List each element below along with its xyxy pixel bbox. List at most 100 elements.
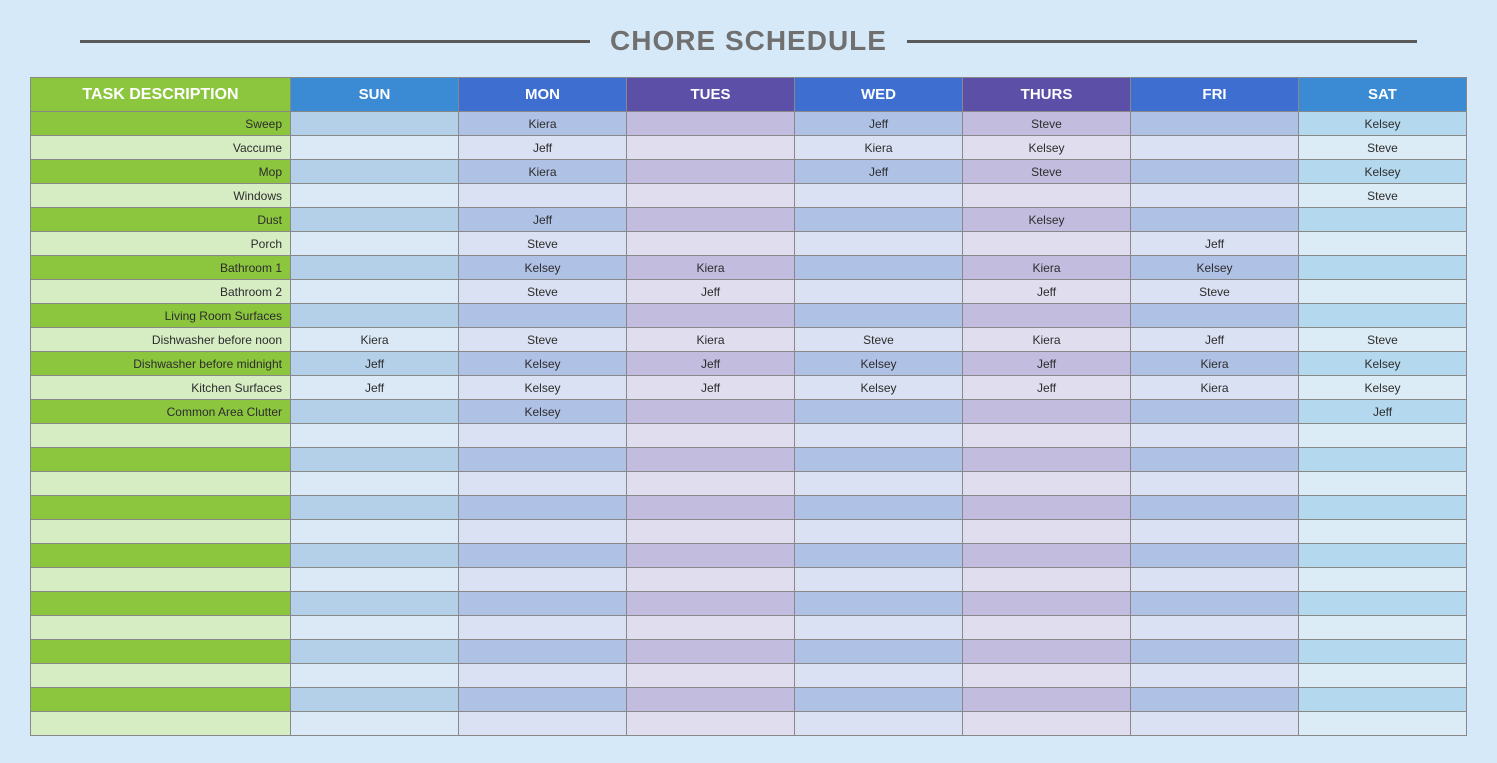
cell-sun[interactable] [291, 208, 459, 232]
cell-mon[interactable] [459, 616, 627, 640]
cell-mon[interactable]: Kiera [459, 112, 627, 136]
task-label-cell[interactable] [31, 520, 291, 544]
cell-mon[interactable] [459, 544, 627, 568]
cell-fri[interactable] [1131, 712, 1299, 736]
cell-thurs[interactable]: Jeff [963, 352, 1131, 376]
cell-tues[interactable] [627, 424, 795, 448]
cell-sun[interactable] [291, 136, 459, 160]
cell-sat[interactable]: Steve [1299, 184, 1467, 208]
cell-fri[interactable] [1131, 448, 1299, 472]
cell-wed[interactable] [795, 208, 963, 232]
cell-sat[interactable]: Kelsey [1299, 112, 1467, 136]
cell-thurs[interactable] [963, 424, 1131, 448]
cell-wed[interactable] [795, 424, 963, 448]
task-label-cell[interactable] [31, 448, 291, 472]
cell-sun[interactable] [291, 568, 459, 592]
cell-thurs[interactable]: Kelsey [963, 136, 1131, 160]
cell-sun[interactable]: Jeff [291, 352, 459, 376]
cell-thurs[interactable] [963, 472, 1131, 496]
cell-mon[interactable]: Kelsey [459, 400, 627, 424]
cell-sat[interactable] [1299, 592, 1467, 616]
cell-fri[interactable]: Jeff [1131, 232, 1299, 256]
cell-tues[interactable] [627, 520, 795, 544]
cell-tues[interactable]: Kiera [627, 256, 795, 280]
task-label-cell[interactable] [31, 688, 291, 712]
cell-thurs[interactable] [963, 712, 1131, 736]
cell-wed[interactable] [795, 544, 963, 568]
task-label-cell[interactable]: Living Room Surfaces [31, 304, 291, 328]
cell-mon[interactable] [459, 304, 627, 328]
task-label-cell[interactable] [31, 616, 291, 640]
cell-sun[interactable]: Jeff [291, 376, 459, 400]
cell-tues[interactable] [627, 304, 795, 328]
cell-wed[interactable]: Kelsey [795, 352, 963, 376]
cell-fri[interactable] [1131, 304, 1299, 328]
cell-mon[interactable] [459, 472, 627, 496]
cell-wed[interactable]: Steve [795, 328, 963, 352]
cell-tues[interactable] [627, 640, 795, 664]
task-label-cell[interactable]: Porch [31, 232, 291, 256]
cell-tues[interactable]: Jeff [627, 352, 795, 376]
cell-mon[interactable] [459, 520, 627, 544]
cell-tues[interactable] [627, 208, 795, 232]
cell-mon[interactable] [459, 496, 627, 520]
cell-sun[interactable] [291, 256, 459, 280]
task-label-cell[interactable] [31, 424, 291, 448]
cell-thurs[interactable] [963, 568, 1131, 592]
cell-sat[interactable] [1299, 688, 1467, 712]
cell-sun[interactable] [291, 520, 459, 544]
cell-tues[interactable] [627, 592, 795, 616]
cell-sat[interactable]: Kelsey [1299, 160, 1467, 184]
cell-thurs[interactable]: Steve [963, 160, 1131, 184]
cell-tues[interactable] [627, 568, 795, 592]
cell-tues[interactable] [627, 544, 795, 568]
cell-fri[interactable] [1131, 400, 1299, 424]
task-label-cell[interactable] [31, 496, 291, 520]
cell-mon[interactable]: Kelsey [459, 352, 627, 376]
cell-tues[interactable] [627, 232, 795, 256]
cell-tues[interactable] [627, 160, 795, 184]
cell-sat[interactable] [1299, 280, 1467, 304]
cell-wed[interactable] [795, 664, 963, 688]
cell-thurs[interactable]: Kiera [963, 256, 1131, 280]
cell-sun[interactable] [291, 640, 459, 664]
cell-thurs[interactable] [963, 592, 1131, 616]
cell-sun[interactable] [291, 472, 459, 496]
cell-sat[interactable] [1299, 496, 1467, 520]
task-label-cell[interactable]: Dust [31, 208, 291, 232]
cell-thurs[interactable] [963, 496, 1131, 520]
cell-tues[interactable] [627, 112, 795, 136]
cell-mon[interactable] [459, 184, 627, 208]
task-label-cell[interactable] [31, 640, 291, 664]
cell-sat[interactable] [1299, 304, 1467, 328]
cell-mon[interactable]: Steve [459, 280, 627, 304]
cell-mon[interactable]: Steve [459, 328, 627, 352]
cell-thurs[interactable] [963, 544, 1131, 568]
task-label-cell[interactable]: Bathroom 1 [31, 256, 291, 280]
cell-sun[interactable] [291, 688, 459, 712]
cell-thurs[interactable] [963, 520, 1131, 544]
task-label-cell[interactable] [31, 712, 291, 736]
cell-fri[interactable] [1131, 160, 1299, 184]
cell-sun[interactable] [291, 160, 459, 184]
cell-tues[interactable] [627, 184, 795, 208]
task-label-cell[interactable] [31, 592, 291, 616]
cell-sat[interactable]: Jeff [1299, 400, 1467, 424]
cell-sat[interactable] [1299, 640, 1467, 664]
cell-sun[interactable] [291, 664, 459, 688]
cell-fri[interactable] [1131, 184, 1299, 208]
cell-tues[interactable]: Jeff [627, 376, 795, 400]
cell-mon[interactable]: Jeff [459, 208, 627, 232]
cell-sat[interactable]: Steve [1299, 328, 1467, 352]
cell-sun[interactable] [291, 112, 459, 136]
cell-fri[interactable]: Jeff [1131, 328, 1299, 352]
cell-thurs[interactable] [963, 640, 1131, 664]
cell-thurs[interactable] [963, 400, 1131, 424]
cell-mon[interactable] [459, 664, 627, 688]
cell-fri[interactable] [1131, 112, 1299, 136]
cell-wed[interactable] [795, 304, 963, 328]
cell-mon[interactable]: Kiera [459, 160, 627, 184]
cell-thurs[interactable]: Jeff [963, 280, 1131, 304]
cell-mon[interactable] [459, 640, 627, 664]
cell-fri[interactable]: Kiera [1131, 352, 1299, 376]
